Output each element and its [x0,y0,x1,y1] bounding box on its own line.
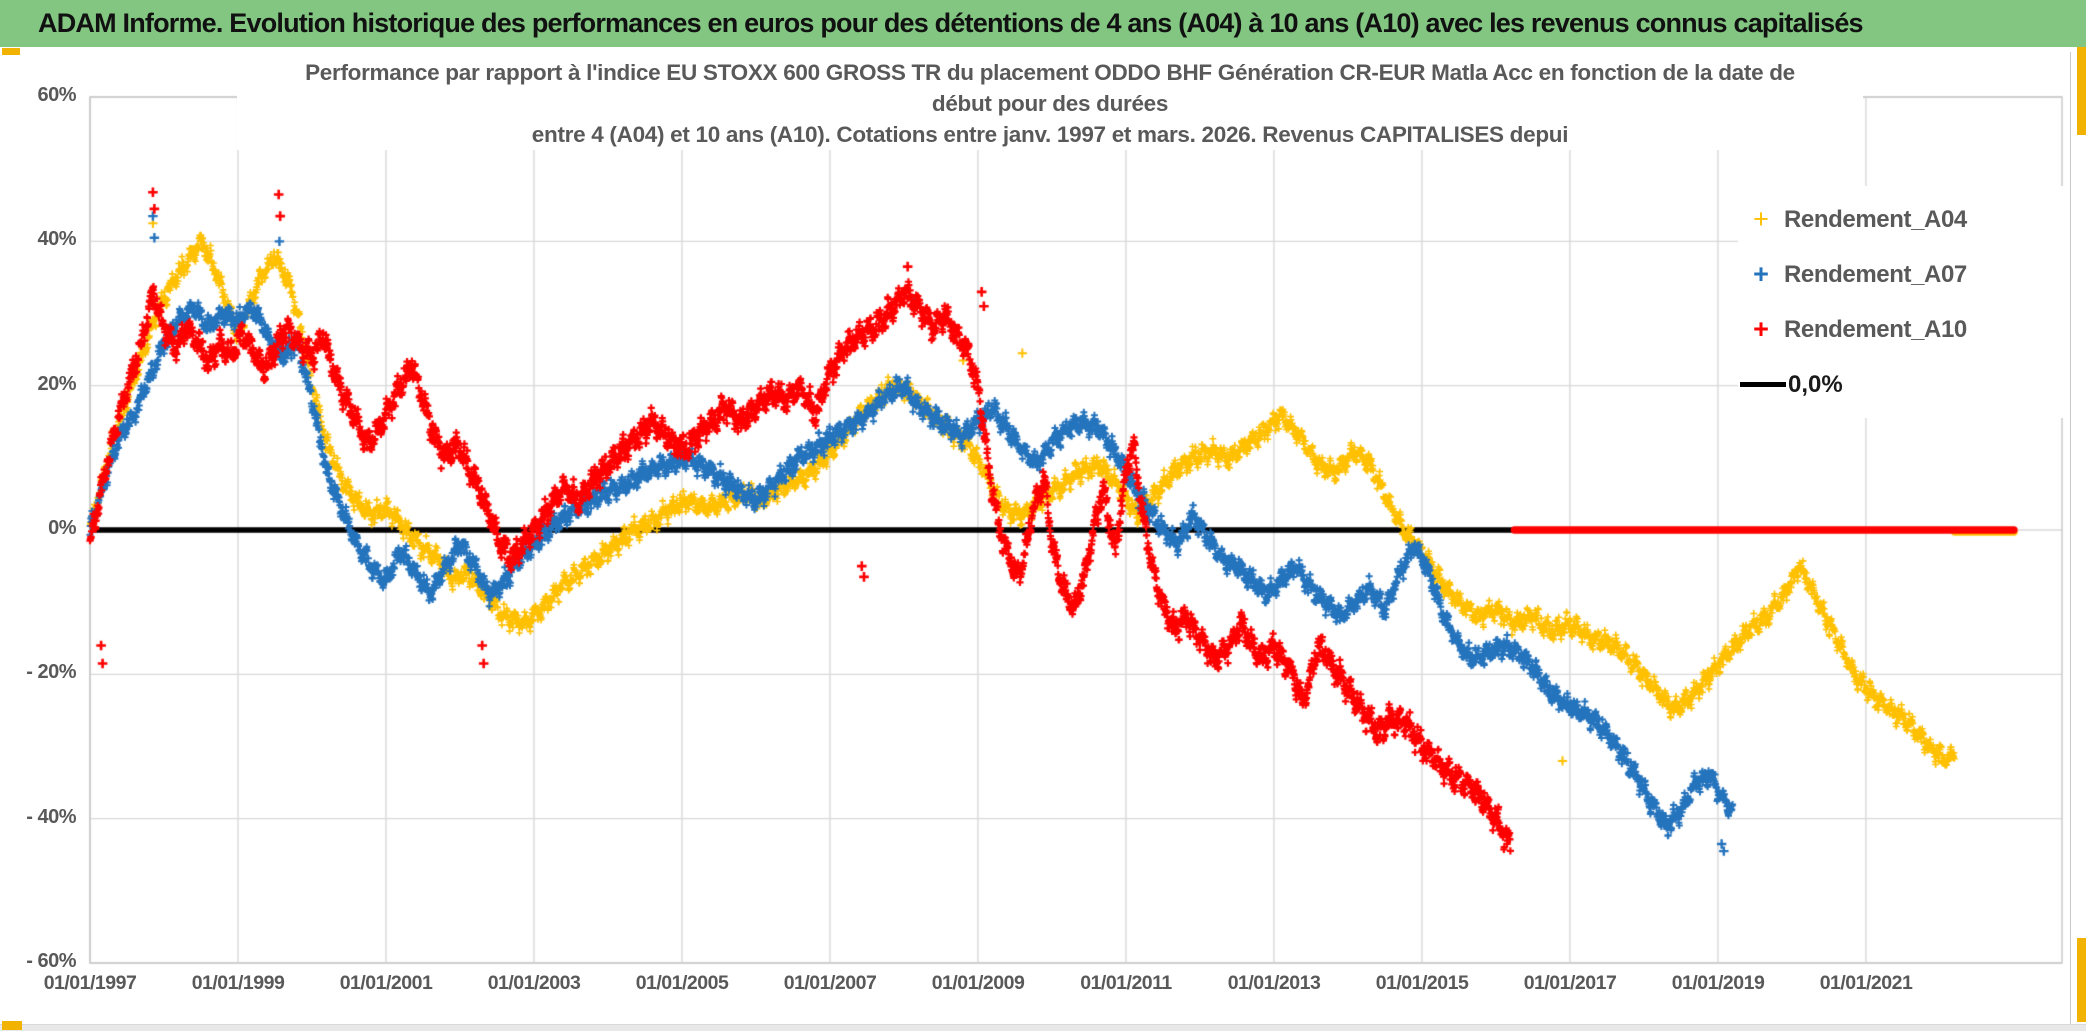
y-axis-label-60: 60% [37,84,76,106]
legend-item-rendement-a10: + Rendement_A10 [1738,302,2066,357]
x-axis-label-2003: 01/01/2003 [487,972,581,994]
accent-bar-top-left [2,48,20,55]
legend-item-rendement-a07: + Rendement_A07 [1738,247,2066,302]
x-axis-label-2005: 01/01/2005 [635,972,729,994]
legend-label: 0,0% [1788,370,1843,398]
y-axis-label-20: 20% [37,373,76,395]
bottom-strip [0,1024,2086,1031]
x-axis-label-2017: 01/01/2017 [1523,972,1617,994]
x-axis-label-2009: 01/01/2009 [931,972,1025,994]
legend-item-zero-line: 0,0% [1738,357,2066,412]
accent-bar-right-bottom [2077,938,2086,1022]
zero-line-icon [1740,382,1786,387]
y-axis-label-m40: - 40% [26,806,76,828]
x-axis-label-2007: 01/01/2007 [783,972,877,994]
y-axis-label-m20: - 20% [26,661,76,683]
chart-title: Performance par rapport à l'indice EU ST… [237,57,1863,150]
x-axis-label-2021: 01/01/2021 [1819,972,1913,994]
chart-title-line-1: Performance par rapport à l'indice EU ST… [305,60,1795,85]
x-axis-label-2015: 01/01/2015 [1375,972,1469,994]
x-axis-label-1999: 01/01/1999 [191,972,285,994]
chart-title-line-3: entre 4 (A04) et 10 ans (A10). Cotations… [531,122,1569,147]
y-axis-label-40: 40% [37,228,76,250]
legend-label: Rendement_A04 [1784,205,1967,233]
chart-legend: + Rendement_A04 + Rendement_A07 + Rendem… [1738,186,2066,418]
legend-label: Rendement_A10 [1784,315,1967,343]
x-axis-label-2011: 01/01/2011 [1080,972,1172,994]
y-axis-label-m60: - 60% [26,950,76,972]
panel-right-edge [2070,52,2071,1024]
x-axis-label-1997: 01/01/1997 [43,972,137,994]
x-axis-label-2001: 01/01/2001 [339,972,433,994]
plus-marker-icon: + [1753,204,1769,234]
accent-bar-bottom-left [2,1021,22,1030]
legend-label: Rendement_A07 [1784,260,1967,288]
plus-marker-icon: + [1753,259,1769,289]
header-title: ADAM Informe. Evolution historique des p… [38,8,1864,38]
x-axis-label-2013: 01/01/2013 [1227,972,1321,994]
legend-item-rendement-a04: + Rendement_A04 [1738,192,2066,247]
chart-title-line-2: début pour des durées [931,91,1169,116]
y-axis-label-0: 0% [48,517,76,539]
x-axis-label-2019: 01/01/2019 [1671,972,1765,994]
accent-bar-right-top [2077,47,2086,135]
header-banner: ADAM Informe. Evolution historique des p… [0,0,2086,47]
plus-marker-icon: + [1753,314,1769,344]
